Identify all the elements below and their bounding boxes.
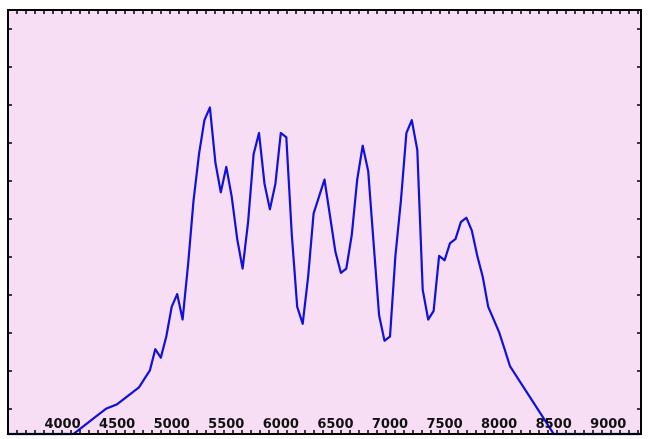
spectrum-line bbox=[8, 106, 641, 436]
x-tick-label: 4500 bbox=[99, 417, 135, 432]
x-tick-labels: 4000 4500 5000 5500 6000 6500 7000 7500 8000 8500… bbox=[44, 417, 626, 432]
x-tick-label: 4000 bbox=[44, 417, 80, 432]
x-tick-label: 5000 bbox=[154, 417, 190, 432]
x-tick-label: 7000 bbox=[372, 417, 408, 432]
x-tick-label: 5500 bbox=[208, 417, 244, 432]
x-tick-label: 9000 bbox=[590, 417, 626, 432]
x-tick-label: 8000 bbox=[481, 417, 517, 432]
x-tick-label: 6000 bbox=[263, 417, 299, 432]
x-tick-label: 7500 bbox=[426, 417, 462, 432]
x-tick-label: 8500 bbox=[536, 417, 572, 432]
x-tick-label: 6500 bbox=[317, 417, 353, 432]
plot-frame bbox=[7, 9, 642, 435]
plot-background bbox=[8, 10, 641, 434]
